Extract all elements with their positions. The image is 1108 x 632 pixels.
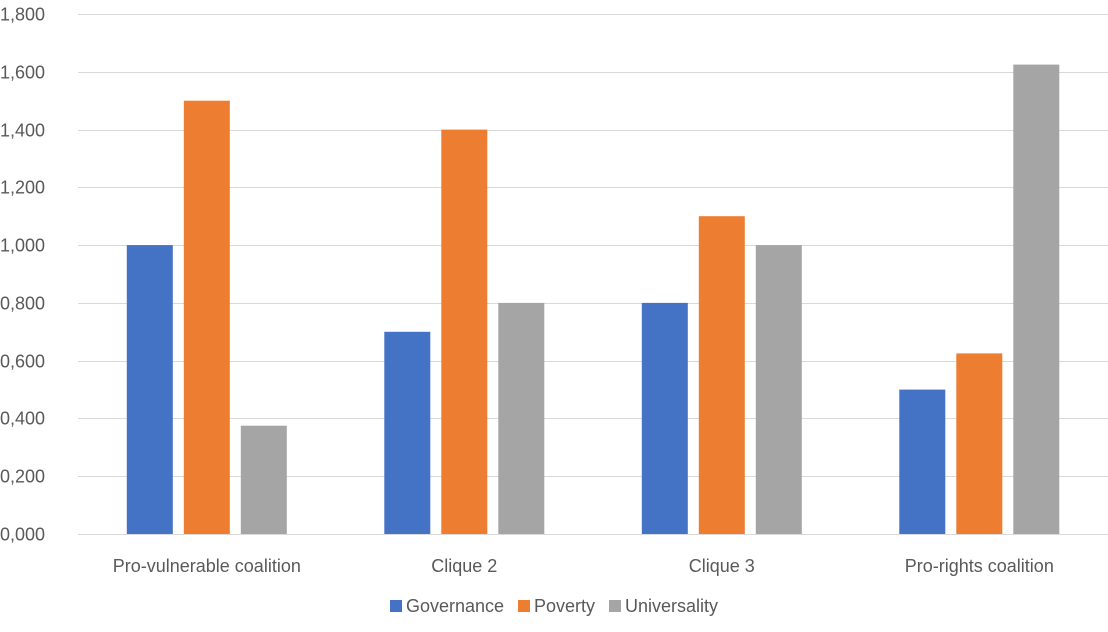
x-tick-label: Pro-vulnerable coalition xyxy=(113,556,301,576)
bars xyxy=(126,64,1060,534)
x-axis-tick-labels: Pro-vulnerable coalition Clique 2 Clique 3… xyxy=(113,556,1054,576)
bar-governance-2 xyxy=(384,331,431,534)
legend-swatch-universality xyxy=(609,600,622,612)
bar-universality-4 xyxy=(1013,64,1060,534)
legend-item-governance: Governance xyxy=(389,595,504,617)
legend-item-poverty: Poverty xyxy=(518,595,595,617)
legend-label-poverty: Poverty xyxy=(534,596,596,616)
x-tick-label: Clique 3 xyxy=(689,556,755,576)
bar-poverty-2 xyxy=(441,129,488,534)
y-tick-label: 1,000 xyxy=(0,236,45,256)
bar-poverty-3 xyxy=(698,216,745,534)
bar-universality-1 xyxy=(240,425,287,534)
x-tick-label: Clique 2 xyxy=(431,556,497,576)
legend-item-universality: Universality xyxy=(609,595,718,617)
y-tick-label: 0,200 xyxy=(0,467,45,487)
y-tick-label: 0,800 xyxy=(0,294,45,314)
y-tick-label: 1,400 xyxy=(0,121,45,141)
bar-poverty-4 xyxy=(956,353,1003,534)
bar-governance-3 xyxy=(641,302,688,534)
legend-label-universality: Universality xyxy=(625,596,719,616)
legend-label-governance: Governance xyxy=(405,596,504,616)
y-tick-label: 1,800 xyxy=(0,5,45,25)
x-tick-label: Pro-rights coalition xyxy=(905,556,1054,576)
y-axis-tick-labels: 0,000 0,200 0,400 0,600 0,800 1,000 1,200 1,400… xyxy=(0,5,45,545)
y-tick-label: 1,600 xyxy=(0,63,45,83)
bar-governance-1 xyxy=(126,245,173,534)
legend: Governance Poverty Universality xyxy=(0,595,1108,617)
y-tick-label: 1,200 xyxy=(0,178,45,198)
y-tick-label: 0,600 xyxy=(0,352,45,372)
gridlines xyxy=(78,14,1108,535)
bar-poverty-1 xyxy=(183,100,230,534)
y-tick-label: 0,000 xyxy=(0,525,45,545)
y-tick-label: 0,400 xyxy=(0,409,45,429)
bar-universality-3 xyxy=(755,245,802,534)
legend-swatch-poverty xyxy=(518,600,530,612)
bar-universality-2 xyxy=(498,302,545,534)
legend-swatch-governance xyxy=(389,600,402,612)
bar-governance-4 xyxy=(899,389,946,534)
